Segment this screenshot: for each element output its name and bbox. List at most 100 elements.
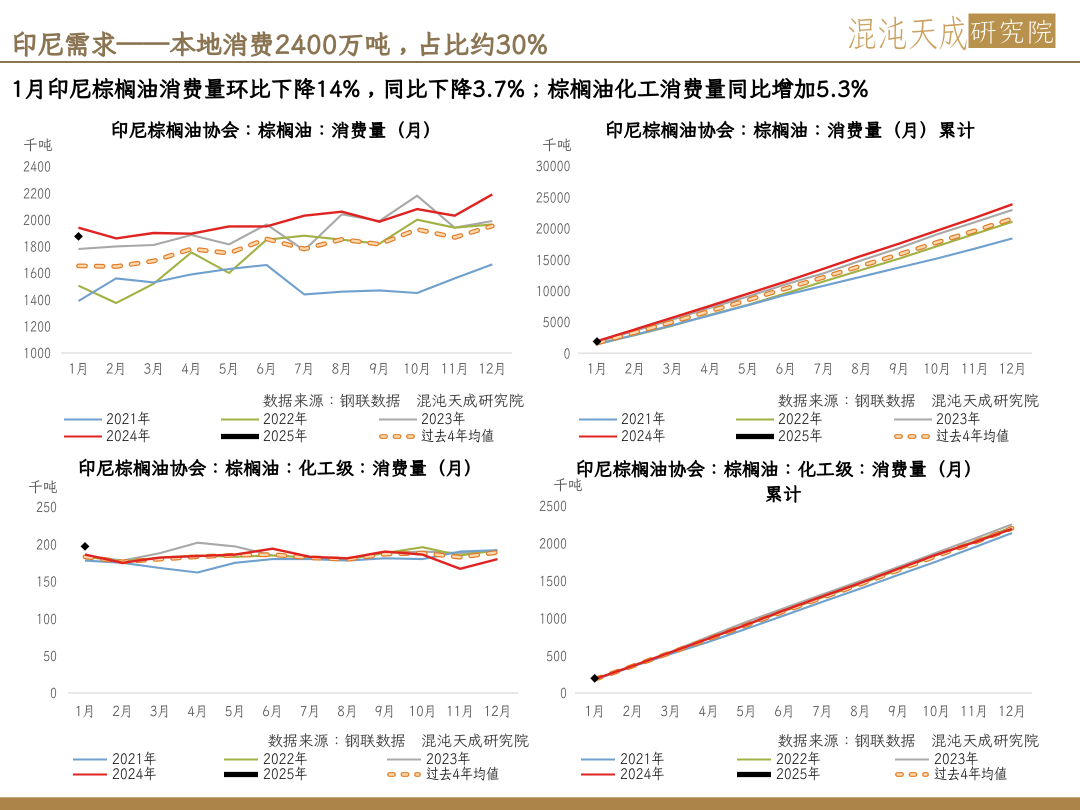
svg-text:1月: 1月 — [75, 701, 95, 720]
svg-text:2023年: 2023年 — [936, 409, 980, 429]
svg-text:9月: 9月 — [889, 359, 909, 378]
svg-text:2022年: 2022年 — [778, 409, 822, 429]
svg-text:2024年: 2024年 — [106, 426, 150, 446]
svg-text:12月: 12月 — [478, 359, 506, 378]
svg-text:500: 500 — [546, 645, 567, 665]
svg-text:2000: 2000 — [23, 209, 51, 229]
svg-text:过去4年均值: 过去4年均值 — [934, 764, 1007, 784]
svg-text:3月: 3月 — [150, 701, 170, 720]
svg-text:3月: 3月 — [660, 701, 680, 720]
svg-text:0: 0 — [560, 683, 567, 703]
svg-text:2021年: 2021年 — [112, 749, 156, 769]
svg-text:1月: 1月 — [587, 359, 607, 378]
svg-text:1400: 1400 — [23, 289, 51, 309]
svg-text:1月: 1月 — [585, 701, 605, 720]
svg-text:7月: 7月 — [294, 359, 314, 378]
svg-text:8月: 8月 — [337, 701, 357, 720]
svg-text:2月: 2月 — [625, 359, 645, 378]
svg-text:10月: 10月 — [922, 701, 950, 720]
svg-text:0: 0 — [50, 683, 57, 703]
svg-text:8月: 8月 — [850, 701, 870, 720]
svg-text:2024年: 2024年 — [112, 764, 156, 784]
svg-text:2200: 2200 — [23, 183, 51, 203]
svg-text:2023年: 2023年 — [421, 409, 465, 429]
svg-text:千吨: 千吨 — [28, 478, 58, 497]
svg-text:2023年: 2023年 — [934, 749, 978, 769]
svg-text:2500: 2500 — [539, 496, 567, 516]
svg-text:200: 200 — [36, 534, 57, 554]
svg-text:5月: 5月 — [738, 359, 758, 378]
svg-text:1000: 1000 — [539, 608, 567, 628]
svg-text:3月: 3月 — [144, 359, 164, 378]
svg-text:1600: 1600 — [23, 263, 51, 283]
svg-text:印尼需求——本地消费2400万吨，占比约30%: 印尼需求——本地消费2400万吨，占比约30% — [12, 28, 548, 62]
svg-text:累计: 累计 — [764, 483, 801, 507]
svg-text:11月: 11月 — [960, 701, 988, 720]
svg-text:10月: 10月 — [408, 701, 436, 720]
svg-text:1月印尼棕榈油消费量环比下降14%，同比下降3.7%；棕榈油: 1月印尼棕榈油消费量环比下降14%，同比下降3.7%；棕榈油化工消费量同比增加5… — [11, 75, 869, 104]
svg-text:印尼棕榈油协会：棕榈油：消费量（月）累计: 印尼棕榈油协会：棕榈油：消费量（月）累计 — [605, 119, 975, 143]
svg-text:7月: 7月 — [813, 359, 833, 378]
svg-text:11月: 11月 — [441, 359, 469, 378]
svg-text:150: 150 — [36, 571, 57, 591]
svg-text:30000: 30000 — [536, 156, 571, 176]
svg-text:2月: 2月 — [622, 701, 642, 720]
svg-text:1800: 1800 — [23, 236, 51, 256]
svg-text:数据来源：钢联数据 混沌天成研究院: 数据来源：钢联数据 混沌天成研究院 — [777, 391, 1039, 411]
svg-text:2021年: 2021年 — [620, 749, 664, 769]
svg-text:20000: 20000 — [536, 218, 571, 238]
svg-text:10000: 10000 — [536, 281, 571, 301]
svg-text:12月: 12月 — [998, 359, 1026, 378]
svg-text:6月: 6月 — [262, 701, 282, 720]
svg-text:5000: 5000 — [543, 312, 571, 332]
svg-text:7月: 7月 — [812, 701, 832, 720]
svg-text:2月: 2月 — [106, 359, 126, 378]
svg-text:2000: 2000 — [539, 533, 567, 553]
svg-text:千吨: 千吨 — [23, 136, 53, 155]
svg-text:1500: 1500 — [539, 571, 567, 591]
svg-text:0: 0 — [564, 343, 571, 363]
svg-text:11月: 11月 — [961, 359, 989, 378]
svg-text:4月: 4月 — [181, 359, 201, 378]
svg-text:2022年: 2022年 — [263, 749, 307, 769]
svg-text:2023年: 2023年 — [426, 749, 470, 769]
svg-text:8月: 8月 — [851, 359, 871, 378]
svg-text:混沌天成: 混沌天成 — [847, 7, 969, 58]
svg-text:12月: 12月 — [998, 701, 1026, 720]
svg-text:2025年: 2025年 — [778, 426, 822, 446]
svg-text:10月: 10月 — [403, 359, 431, 378]
svg-text:2024年: 2024年 — [621, 426, 665, 446]
svg-text:2025年: 2025年 — [263, 426, 307, 446]
svg-text:15000: 15000 — [536, 249, 571, 269]
svg-text:7月: 7月 — [300, 701, 320, 720]
svg-text:2月: 2月 — [112, 701, 132, 720]
svg-text:1000: 1000 — [23, 343, 51, 363]
svg-text:数据来源：钢联数据 混沌天成研究院: 数据来源：钢联数据 混沌天成研究院 — [262, 391, 524, 411]
svg-text:1月: 1月 — [68, 359, 88, 378]
svg-text:9月: 9月 — [888, 701, 908, 720]
svg-text:25000: 25000 — [536, 187, 571, 207]
svg-text:数据来源：钢联数据 混沌天成研究院: 数据来源：钢联数据 混沌天成研究院 — [777, 731, 1039, 751]
svg-text:10月: 10月 — [923, 359, 951, 378]
svg-text:印尼棕榈油协会：棕榈油：化工级：消费量（月）: 印尼棕榈油协会：棕榈油：化工级：消费量（月） — [575, 458, 982, 482]
svg-text:6月: 6月 — [774, 701, 794, 720]
svg-text:2024年: 2024年 — [620, 764, 664, 784]
svg-text:2021年: 2021年 — [106, 409, 150, 429]
svg-text:2021年: 2021年 — [621, 409, 665, 429]
svg-text:5月: 5月 — [225, 701, 245, 720]
svg-text:50: 50 — [43, 646, 57, 666]
svg-text:4月: 4月 — [698, 701, 718, 720]
svg-text:2022年: 2022年 — [263, 409, 307, 429]
svg-text:5月: 5月 — [219, 359, 239, 378]
svg-text:2400: 2400 — [23, 156, 51, 176]
svg-text:印尼棕榈油协会：棕榈油：消费量（月）: 印尼棕榈油协会：棕榈油：消费量（月） — [110, 119, 441, 143]
svg-text:9月: 9月 — [369, 359, 389, 378]
svg-text:1200: 1200 — [23, 316, 51, 336]
svg-text:6月: 6月 — [776, 359, 796, 378]
svg-text:100: 100 — [36, 608, 57, 628]
svg-text:3月: 3月 — [662, 359, 682, 378]
svg-text:千吨: 千吨 — [553, 476, 583, 495]
svg-text:4月: 4月 — [187, 701, 207, 720]
svg-text:过去4年均值: 过去4年均值 — [421, 426, 494, 446]
svg-text:11月: 11月 — [446, 701, 474, 720]
